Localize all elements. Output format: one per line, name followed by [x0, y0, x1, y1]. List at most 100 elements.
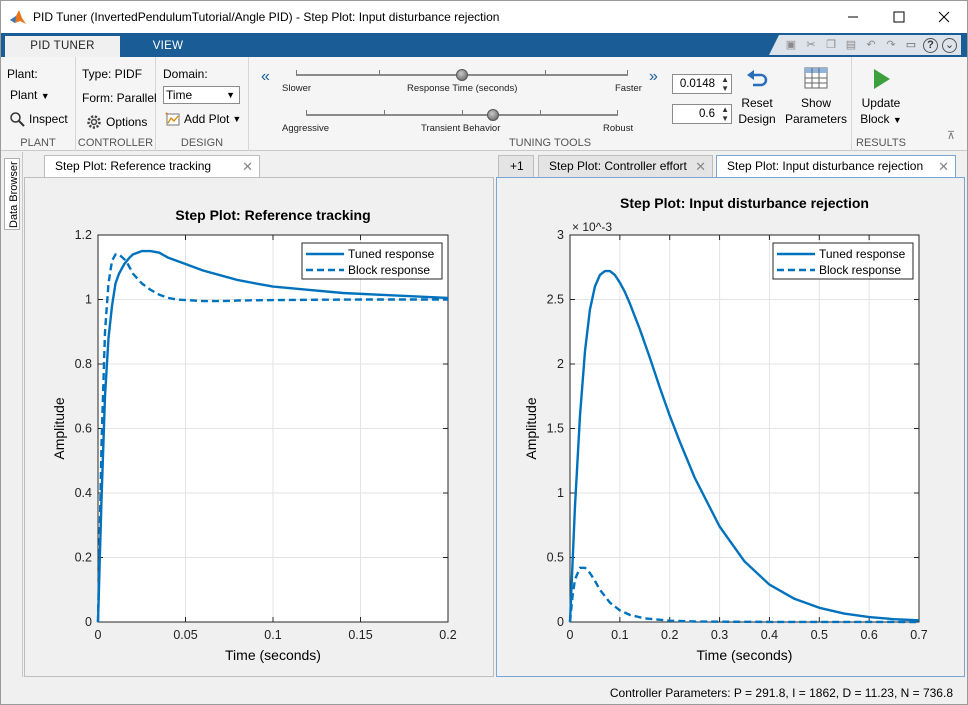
spinner-arrows-icon[interactable]: ▲ ▼ — [721, 105, 729, 123]
undo-arrow-icon — [747, 70, 768, 87]
x-tick-label: 0.5 — [811, 628, 828, 642]
update-label-2: Block — [860, 112, 890, 126]
layout-icon[interactable]: ▭ — [905, 39, 917, 51]
show-label-2: Parameters — [784, 112, 848, 126]
add-plot-icon: * — [165, 111, 180, 126]
y-multiplier-label: × 10^-3 — [572, 220, 612, 234]
y-tick-label: 1 — [85, 293, 92, 307]
inspect-label: Inspect — [29, 112, 68, 126]
legend-box — [301, 242, 443, 280]
add-plot-button[interactable]: * Add Plot ▼ — [165, 111, 241, 127]
transient-slider-thumb[interactable] — [487, 109, 500, 121]
data-browser-tab[interactable]: Data Browser — [4, 158, 20, 230]
maximize-icon — [893, 11, 905, 23]
tab-overflow[interactable]: +1 — [498, 155, 534, 178]
tab-reference-tracking-label: Step Plot: Reference tracking — [55, 159, 212, 173]
reset-design-button[interactable]: Reset Design — [735, 67, 779, 126]
y-tick-label: 2 — [557, 357, 564, 371]
caret-down-icon: ▼ — [232, 114, 242, 124]
reset-label-2: Design — [738, 112, 776, 126]
type-label: Type: PIDF — [82, 67, 143, 81]
legend-box — [772, 242, 914, 280]
help-icon[interactable]: ? — [923, 37, 938, 53]
collapse-ribbon-icon[interactable]: ⊼ — [947, 130, 956, 142]
x-axis-label: Time (seconds) — [697, 647, 793, 663]
x-tick-label: 0.4 — [761, 628, 778, 642]
tab-controller-effort-label: Step Plot: Controller effort — [549, 159, 687, 173]
response-time-slider-thumb[interactable] — [456, 69, 468, 81]
plant-dropdown[interactable]: Plant ▼ — [10, 88, 50, 102]
reference-tracking-plot-area: 0 0.05 0.1 0.15 0.2 0 0.2 0.4 0.6 0.8 1 1.2 Step Plo… — [24, 177, 494, 677]
update-label-1: Update — [861, 96, 901, 110]
minimize-button[interactable] — [830, 1, 876, 33]
block-response-line — [96, 253, 448, 623]
y-tick-label: 0.6 — [75, 422, 92, 436]
y-tick-label: 0 — [557, 615, 564, 629]
close-tab-icon[interactable]: ✕ — [938, 159, 949, 174]
slider-tick — [545, 70, 546, 75]
redo-icon[interactable]: ↷ — [886, 39, 896, 51]
close-tab-icon[interactable]: ✕ — [242, 159, 253, 174]
transient-robust-label: Robust — [603, 123, 634, 134]
controller-section: Type: PIDF Form: Parallel Options CONTRO… — [76, 57, 157, 151]
cut-icon[interactable]: ✂ — [806, 39, 816, 51]
plant-dropdown-label: Plant — [10, 88, 38, 102]
transient-input[interactable]: 0.6 ▲ ▼ — [672, 104, 732, 124]
tab-pid-tuner[interactable]: PID TUNER — [5, 36, 120, 57]
close-button[interactable] — [921, 1, 967, 33]
response-time-input[interactable]: 0.0148 ▲ ▼ — [672, 74, 732, 94]
slider-tick — [384, 110, 385, 115]
domain-label: Domain: — [163, 67, 208, 81]
paste-icon[interactable]: ▤ — [845, 39, 857, 51]
slider-tick — [296, 70, 297, 75]
expand-icon[interactable]: ⌄ — [942, 37, 957, 53]
transient-slider-track[interactable] — [306, 114, 618, 116]
tab-view[interactable]: VIEW — [152, 40, 184, 52]
options-button[interactable]: Options — [86, 114, 147, 130]
tab-reference-tracking[interactable]: Step Plot: Reference tracking ✕ — [44, 155, 260, 178]
data-browser-label: Data Browser — [8, 161, 20, 228]
right-plot-pane: +1 Step Plot: Controller effort ✕ Step P… — [496, 152, 967, 677]
legend-entry-label: Block response — [819, 263, 901, 277]
play-icon — [874, 69, 890, 89]
show-label-1: Show — [800, 96, 832, 110]
tuning-tools-section-label: TUNING TOOLS — [508, 137, 592, 149]
tab-controller-effort[interactable]: Step Plot: Controller effort ✕ — [538, 155, 713, 178]
caret-down-icon: ▼ — [226, 90, 235, 100]
spinner-arrows-icon[interactable]: ▲ ▼ — [721, 75, 729, 93]
y-tick-label: 0 — [85, 615, 92, 629]
slider-tick — [617, 110, 618, 115]
slider-tick — [462, 110, 463, 115]
reset-label-1: Reset — [741, 96, 773, 110]
save-icon[interactable]: ▣ — [785, 39, 797, 51]
inspect-button[interactable]: Inspect — [9, 111, 68, 127]
axes-box — [97, 234, 449, 623]
matlab-logo-icon — [10, 10, 26, 24]
domain-select[interactable]: Time ▼ — [163, 86, 240, 104]
y-tick-label: 2.5 — [547, 293, 564, 307]
maximize-button[interactable] — [876, 1, 922, 33]
copy-icon[interactable]: ❐ — [826, 39, 836, 51]
tab-input-disturbance[interactable]: Step Plot: Input disturbance rejection ✕ — [716, 155, 956, 178]
collapse-left-icon[interactable]: « — [261, 68, 270, 85]
add-plot-label: Add Plot — [184, 112, 230, 126]
results-section: Update Block ▼ RESULTS — [852, 57, 910, 151]
close-tab-icon[interactable]: ✕ — [695, 159, 706, 174]
y-tick-label: 0.2 — [75, 551, 92, 565]
controller-parameters-text: Controller Parameters: P = 291.8, I = 18… — [609, 686, 953, 700]
y-axis-label: Amplitude — [51, 397, 67, 459]
update-block-button[interactable]: Update Block ▼ — [856, 67, 906, 126]
response-faster-label: Faster — [615, 83, 642, 94]
title-bar: PID Tuner (InvertedPendulumTutorial/Angl… — [1, 1, 967, 33]
table-icon — [804, 67, 828, 89]
expand-right-icon[interactable]: » — [649, 68, 658, 85]
legend-entry-label: Block response — [348, 263, 430, 277]
input-disturbance-chart: 0 0.1 0.2 0.3 0.4 0.5 0.6 0.7 0 0.5 1 1.5 2 2.5 3 Step … — [523, 195, 928, 663]
show-parameters-button[interactable]: Show Parameters — [782, 67, 850, 126]
slider-tick — [379, 70, 380, 75]
undo-icon[interactable]: ↶ — [866, 39, 876, 51]
y-tick-label: 0.4 — [75, 486, 92, 500]
close-icon — [938, 11, 950, 23]
x-axis-label: Time (seconds) — [225, 647, 321, 663]
